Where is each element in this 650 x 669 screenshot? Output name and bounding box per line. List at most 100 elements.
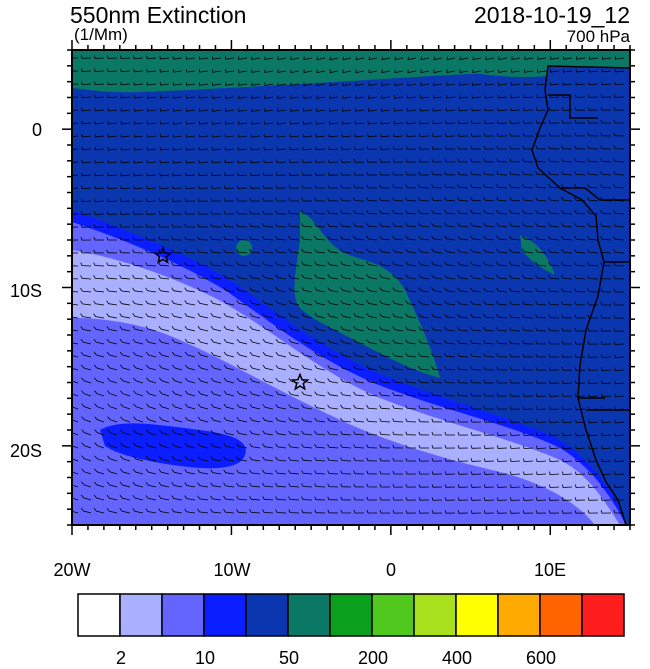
wind-barb bbox=[340, 261, 352, 267]
wind-barb bbox=[379, 391, 391, 397]
wind-barb bbox=[249, 300, 261, 306]
wind-barb bbox=[119, 468, 131, 475]
wind-barb bbox=[367, 120, 378, 125]
wind-barb bbox=[535, 132, 546, 137]
wind-barb bbox=[133, 146, 144, 151]
wind-barb bbox=[524, 56, 534, 60]
wind-barb bbox=[536, 484, 547, 488]
wind-barb bbox=[600, 132, 612, 137]
wind-barb bbox=[264, 82, 274, 86]
wind-barb bbox=[420, 56, 430, 61]
wind-barb bbox=[133, 159, 144, 164]
wind-barb bbox=[445, 95, 456, 99]
wind-barb bbox=[314, 274, 326, 280]
wind-barb bbox=[93, 351, 105, 358]
wind-barb bbox=[119, 455, 131, 462]
wind-barb bbox=[510, 471, 521, 475]
wind-barb bbox=[197, 469, 209, 475]
wind-barb bbox=[366, 391, 378, 397]
wind-barb bbox=[264, 121, 274, 125]
wind-barb bbox=[316, 69, 326, 74]
wind-barb bbox=[301, 274, 313, 280]
wind-barb bbox=[225, 108, 235, 112]
wind-barb bbox=[158, 442, 170, 449]
wind-barb bbox=[574, 197, 586, 202]
wind-barb bbox=[223, 482, 235, 488]
wind-barb bbox=[172, 55, 183, 60]
wind-barb bbox=[431, 444, 443, 449]
wind-barb bbox=[418, 313, 430, 319]
wind-barb bbox=[288, 274, 300, 280]
wind-barb bbox=[145, 223, 156, 228]
wind-barb bbox=[613, 94, 625, 98]
wind-barb bbox=[353, 210, 365, 215]
wind-barb bbox=[446, 69, 456, 73]
wind-barb bbox=[93, 224, 105, 228]
wind-barb bbox=[106, 494, 118, 501]
wind-barb bbox=[340, 431, 352, 436]
wind-barb bbox=[535, 393, 547, 397]
wind-barb bbox=[366, 418, 378, 423]
wind-barb bbox=[523, 458, 534, 463]
wind-barb bbox=[509, 261, 521, 267]
wind-barb bbox=[197, 364, 209, 371]
wind-barb bbox=[340, 274, 352, 280]
wind-barb bbox=[263, 172, 274, 176]
wind-barb bbox=[340, 496, 352, 501]
wind-barb bbox=[340, 235, 352, 241]
wind-barb bbox=[327, 248, 339, 254]
wind-barb bbox=[418, 352, 430, 358]
wind-barb bbox=[496, 274, 508, 280]
wind-barb bbox=[197, 482, 209, 488]
wind-barb bbox=[262, 482, 274, 488]
wind-barb bbox=[276, 146, 287, 151]
wind-barb bbox=[548, 222, 560, 228]
wind-barb bbox=[355, 82, 365, 86]
wind-barb bbox=[496, 222, 508, 228]
wind-barb bbox=[145, 249, 157, 254]
wind-barb bbox=[444, 418, 456, 423]
wind-barb bbox=[509, 419, 521, 423]
wind-barb bbox=[275, 404, 287, 410]
wind-barb bbox=[405, 431, 417, 436]
wind-barb bbox=[496, 196, 508, 202]
wind-barb bbox=[457, 353, 469, 358]
wind-barb bbox=[197, 210, 209, 215]
wind-barb bbox=[355, 108, 365, 112]
wind-barb bbox=[93, 211, 105, 215]
wind-barb bbox=[446, 56, 456, 61]
wind-barb bbox=[355, 56, 365, 61]
wind-barb bbox=[457, 510, 469, 514]
wind-barb bbox=[184, 300, 196, 306]
wind-barb bbox=[406, 133, 417, 138]
wind-barb bbox=[574, 327, 585, 332]
wind-barb bbox=[197, 508, 209, 514]
wind-barb bbox=[561, 171, 573, 176]
wind-barb bbox=[81, 133, 92, 138]
wind-barb bbox=[574, 301, 586, 306]
wind-barb bbox=[80, 211, 92, 215]
wind-barb bbox=[509, 248, 521, 254]
wind-barb bbox=[275, 430, 287, 436]
wind-barb bbox=[522, 132, 533, 137]
wind-barb bbox=[613, 223, 625, 228]
wind-barb bbox=[171, 469, 183, 475]
wind-barb bbox=[275, 443, 287, 449]
wind-barb bbox=[614, 68, 625, 73]
wind-barb bbox=[340, 300, 352, 306]
wind-barb bbox=[236, 210, 248, 215]
wind-barb bbox=[276, 159, 287, 164]
wind-barb bbox=[470, 274, 482, 280]
wind-barb bbox=[470, 326, 482, 332]
wind-barb bbox=[575, 419, 586, 424]
wind-barb bbox=[509, 235, 521, 241]
wind-barb bbox=[94, 390, 105, 397]
wind-barb bbox=[81, 442, 92, 449]
wind-barb bbox=[496, 497, 508, 501]
wind-barb bbox=[457, 379, 469, 384]
wind-barb bbox=[522, 327, 534, 332]
wind-barb bbox=[522, 261, 534, 267]
wind-barb bbox=[119, 494, 131, 501]
wind-barb bbox=[613, 301, 624, 306]
wind-barb bbox=[184, 249, 196, 254]
